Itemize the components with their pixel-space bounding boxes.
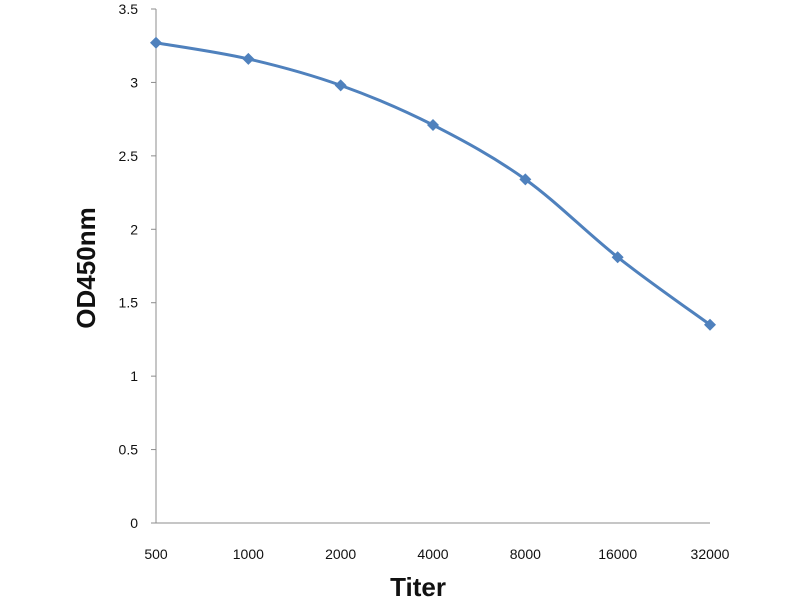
series-layer xyxy=(150,36,716,331)
data-point-marker xyxy=(427,119,439,132)
y-tick-label: 1 xyxy=(130,368,138,384)
x-tick-label: 500 xyxy=(144,546,168,562)
x-tick-label: 4000 xyxy=(417,546,448,562)
y-tick-label: 1.5 xyxy=(119,295,139,311)
y-tick-label: 3.5 xyxy=(119,1,139,17)
data-point-marker xyxy=(334,79,347,92)
y-tick-label: 2.5 xyxy=(119,148,139,164)
y-tick-label: 2 xyxy=(130,221,138,237)
data-point-marker xyxy=(704,318,716,331)
x-tick-label: 2000 xyxy=(325,546,356,562)
x-tick-label: 1000 xyxy=(233,546,264,562)
y-tick-label: 0 xyxy=(130,515,138,531)
x-axis-ticks: 500 1000 2000 4000 8000 16000 32000 xyxy=(144,546,729,562)
data-point-marker xyxy=(150,36,162,49)
data-point-marker xyxy=(611,251,624,264)
series-line xyxy=(155,41,711,326)
x-axis-title: Titer xyxy=(390,572,446,600)
data-point-marker xyxy=(519,173,532,186)
x-tick-label: 16000 xyxy=(598,546,637,562)
x-tick-label: 8000 xyxy=(510,546,541,562)
y-axis-ticks: 0 0.5 1 1.5 2 2.5 3 3.5 xyxy=(119,1,156,531)
y-tick-label: 3 xyxy=(130,74,138,90)
x-tick-label: 32000 xyxy=(691,546,730,562)
y-tick-label: 0.5 xyxy=(119,442,139,458)
data-point-marker xyxy=(242,52,255,65)
y-axis-title: OD450nm xyxy=(71,207,101,328)
